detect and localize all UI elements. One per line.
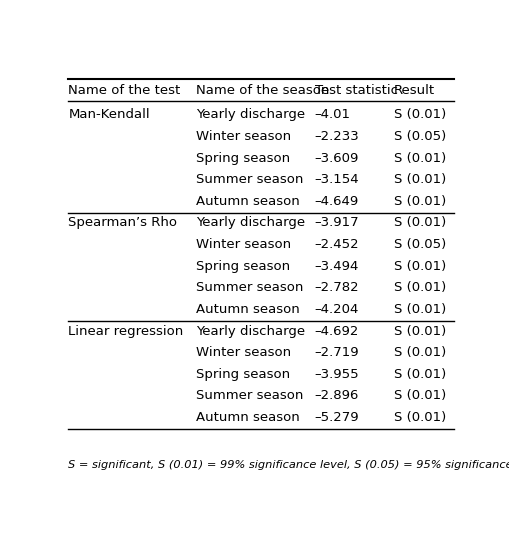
Text: –2.233: –2.233 [314,130,359,143]
Text: –3.955: –3.955 [314,368,359,381]
Text: Yearly discharge: Yearly discharge [196,108,305,121]
Text: Name of the season: Name of the season [196,84,329,97]
Text: –4.01: –4.01 [314,108,350,121]
Text: Summer season: Summer season [196,281,303,294]
Text: –4.204: –4.204 [314,303,358,316]
Text: Winter season: Winter season [196,130,291,143]
Text: S (0.01): S (0.01) [393,217,445,229]
Text: Summer season: Summer season [196,390,303,403]
Text: Autumn season: Autumn season [196,195,299,208]
Text: Name of the test: Name of the test [68,84,180,97]
Text: Spring season: Spring season [196,152,290,165]
Text: Spring season: Spring season [196,368,290,381]
Text: S (0.01): S (0.01) [393,173,445,186]
Text: S (0.01): S (0.01) [393,152,445,165]
Text: Autumn season: Autumn season [196,303,299,316]
Text: –2.452: –2.452 [314,238,359,251]
Text: –3.494: –3.494 [314,260,358,273]
Text: Winter season: Winter season [196,238,291,251]
Text: Spring season: Spring season [196,260,290,273]
Text: S (0.01): S (0.01) [393,195,445,208]
Text: S (0.01): S (0.01) [393,390,445,403]
Text: S (0.01): S (0.01) [393,368,445,381]
Text: –2.719: –2.719 [314,346,359,359]
Text: Yearly discharge: Yearly discharge [196,217,305,229]
Text: Result: Result [393,84,434,97]
Text: S (0.01): S (0.01) [393,108,445,121]
Text: S (0.01): S (0.01) [393,411,445,424]
Text: Winter season: Winter season [196,346,291,359]
Text: –3.609: –3.609 [314,152,358,165]
Text: S (0.01): S (0.01) [393,303,445,316]
Text: Spearman’s Rho: Spearman’s Rho [68,217,177,229]
Text: S (0.05): S (0.05) [393,130,445,143]
Text: Test statistic: Test statistic [314,84,397,97]
Text: Summer season: Summer season [196,173,303,186]
Text: Linear regression: Linear regression [68,325,183,338]
Text: S = significant, S (0.01) = 99% significance level, S (0.05) = 95% significance : S = significant, S (0.01) = 99% signific… [68,459,509,470]
Text: –4.692: –4.692 [314,325,358,338]
Text: Man-Kendall: Man-Kendall [68,108,150,121]
Text: –3.154: –3.154 [314,173,359,186]
Text: Yearly discharge: Yearly discharge [196,325,305,338]
Text: S (0.01): S (0.01) [393,325,445,338]
Text: –5.279: –5.279 [314,411,359,424]
Text: S (0.05): S (0.05) [393,238,445,251]
Text: –3.917: –3.917 [314,217,359,229]
Text: S (0.01): S (0.01) [393,260,445,273]
Text: –2.896: –2.896 [314,390,358,403]
Text: Autumn season: Autumn season [196,411,299,424]
Text: –2.782: –2.782 [314,281,359,294]
Text: –4.649: –4.649 [314,195,358,208]
Text: S (0.01): S (0.01) [393,346,445,359]
Text: S (0.01): S (0.01) [393,281,445,294]
